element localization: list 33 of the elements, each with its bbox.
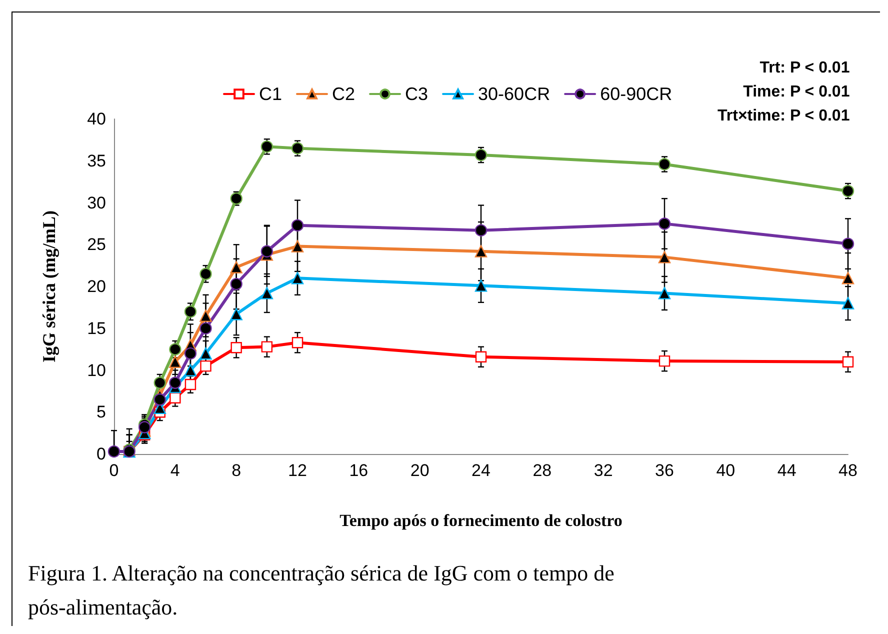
annotation: Trt×time: P < 0.01 (717, 108, 850, 124)
y-tick-label: 30 (87, 193, 106, 212)
x-tick-label: 44 (777, 461, 796, 480)
x-tick-label: 36 (655, 461, 674, 480)
x-tick-label: 28 (532, 461, 552, 480)
x-tick-label: 48 (838, 461, 858, 480)
y-tick-label: 10 (87, 360, 106, 380)
x-axis-title: Tempo após o fornecimento de colostro (340, 511, 622, 530)
y-tick-label: 20 (87, 277, 106, 296)
x-tick-label: 16 (349, 461, 368, 480)
y-axis-title: IgG sérica (mg/mL) (39, 210, 59, 362)
x-tick-label: 12 (288, 461, 307, 480)
y-tick-label: 25 (87, 235, 106, 254)
x-tick-label: 24 (472, 461, 490, 480)
text: Time: P < 0.01 (743, 84, 850, 100)
x-tick-label: 20 (410, 461, 430, 480)
x-tick-label: 4 (170, 461, 180, 480)
y-tick-label: 35 (87, 151, 106, 170)
x-tick-label: 32 (594, 461, 613, 480)
x-tick-label: 0 (109, 461, 119, 480)
legend-label: C3 (405, 84, 428, 104)
y-tick-label: 15 (87, 318, 106, 338)
x-tick-label: 40 (716, 461, 736, 480)
legend-label: 60-90CR (600, 84, 672, 104)
text: Figura 1. Alteração na concentração sérica de IgG com o tempo de pós-alimentação. (28, 560, 620, 620)
x-tick-label: 8 (232, 461, 242, 480)
y-tick-label: 0 (96, 444, 106, 464)
y-tick-label: 5 (96, 402, 106, 422)
legend-label: C1 (259, 84, 282, 104)
text: Trt: P < 0.01 (760, 60, 850, 76)
legend-label: C2 (332, 84, 356, 104)
y-tick-label: 40 (87, 110, 106, 128)
legend-label: 30-60CR (478, 84, 550, 104)
